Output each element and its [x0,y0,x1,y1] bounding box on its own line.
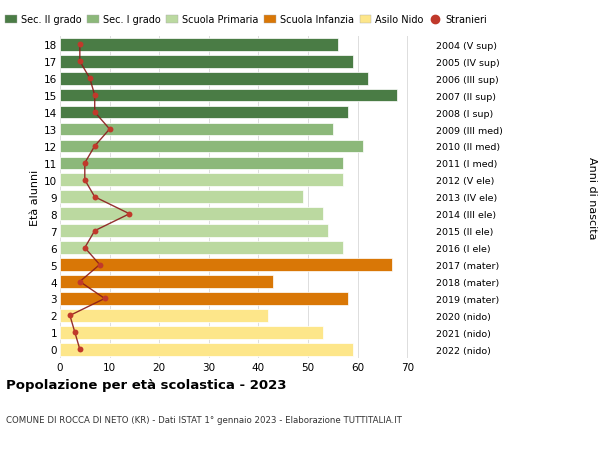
Bar [60,225,328,237]
Bar [60,157,343,170]
Bar [60,123,333,136]
Point [90,228,100,235]
Point [75,278,85,285]
Point [80,177,89,184]
Point [90,143,100,150]
Bar [60,292,347,305]
Point [75,346,85,353]
Bar [60,242,343,254]
Bar [60,343,353,356]
Bar [60,309,268,322]
Point [90,194,100,201]
Bar [60,140,362,153]
Bar [60,208,323,221]
Point [95,261,104,269]
Point [80,245,89,252]
Point [105,126,115,134]
Bar [60,39,338,51]
Bar [60,191,303,204]
Bar [60,174,343,187]
Legend: Sec. II grado, Sec. I grado, Scuola Primaria, Scuola Infanzia, Asilo Nido, Stran: Sec. II grado, Sec. I grado, Scuola Prim… [5,16,487,25]
Text: Popolazione per età scolastica - 2023: Popolazione per età scolastica - 2023 [6,379,287,392]
Point [70,329,80,336]
Bar [60,90,397,102]
Point [75,41,85,49]
Point [65,312,75,319]
Bar [60,106,347,119]
Bar [60,56,353,68]
Bar [60,326,323,339]
Point [85,75,95,83]
Y-axis label: Età alunni: Età alunni [30,169,40,225]
Bar [60,259,392,271]
Point [125,211,134,218]
Bar [60,73,368,85]
Point [90,109,100,117]
Point [80,160,89,167]
Point [100,295,109,302]
Text: COMUNE DI ROCCA DI NETO (KR) - Dati ISTAT 1° gennaio 2023 - Elaborazione TUTTITA: COMUNE DI ROCCA DI NETO (KR) - Dati ISTA… [6,415,402,425]
Point [75,58,85,66]
Point [90,92,100,100]
Text: Anni di nascita: Anni di nascita [587,156,597,239]
Bar [60,275,273,288]
